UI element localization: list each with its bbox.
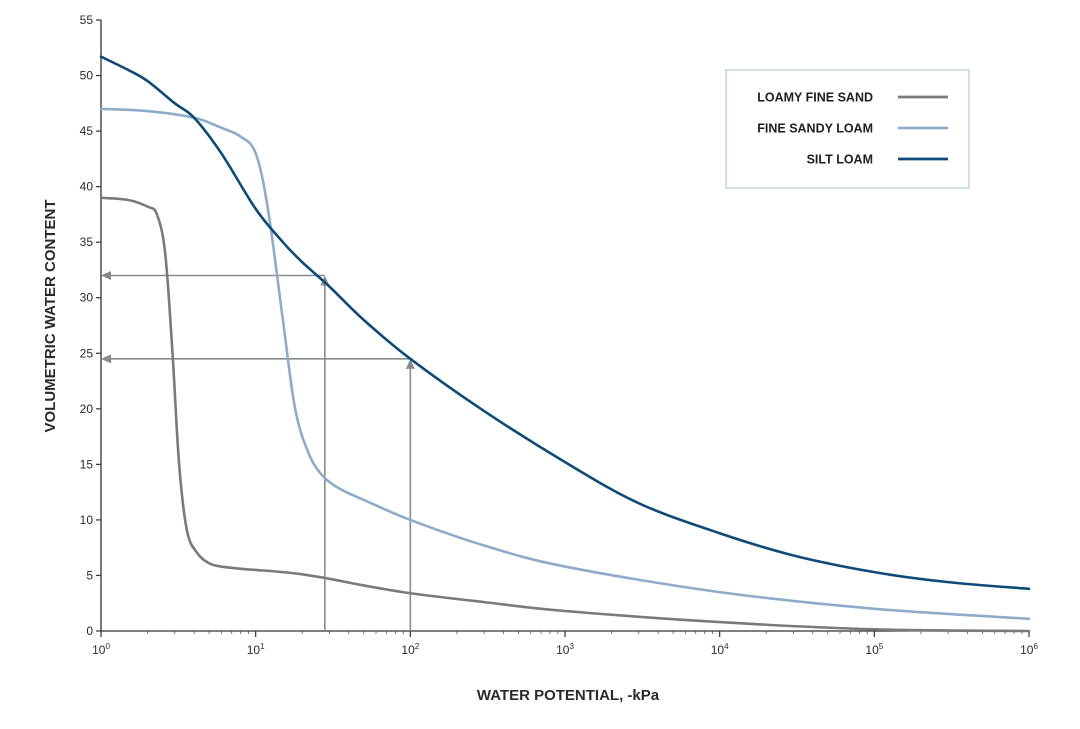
- y-axis-title: VOLUMETRIC WATER CONTENT: [42, 199, 59, 432]
- legend-items: LOAMY FINE SAND FINE SANDY LOAM SILT LOAM: [757, 91, 948, 167]
- series-line-fine-sandy-loam: [99, 107, 1031, 621]
- x-tick-label: 106: [1020, 642, 1038, 657]
- x-tick-label: 103: [556, 642, 574, 657]
- legend-label: FINE SANDY LOAM: [757, 122, 873, 136]
- x-tick-label: 100: [92, 642, 110, 657]
- y-tick-label: 35: [80, 235, 94, 249]
- y-tick-label: 5: [86, 568, 93, 582]
- y-ticks: 0 5 10 15 20 25 30 35 40 45 50 55: [80, 13, 101, 638]
- y-tick-label: 40: [80, 180, 94, 194]
- x-tick-label: 102: [401, 642, 419, 657]
- arrowhead: [101, 271, 111, 281]
- x-tick-label: 101: [247, 642, 265, 657]
- y-tick-label: 45: [80, 124, 94, 138]
- x-ticks: 100 101 102 103 104 105 106: [92, 631, 1038, 657]
- y-tick-label: 20: [80, 402, 94, 416]
- legend: LOAMY FINE SAND FINE SANDY LOAM SILT LOAM: [725, 69, 970, 189]
- x-tick-label: 104: [711, 642, 729, 657]
- y-tick-label: 0: [86, 624, 93, 638]
- annotation-arrows: [101, 271, 415, 631]
- legend-label: LOAMY FINE SAND: [757, 91, 873, 105]
- x-tick-label: 105: [865, 642, 883, 657]
- legend-label: SILT LOAM: [807, 153, 873, 167]
- arrowhead: [101, 354, 111, 364]
- vertical-arrow: [405, 358, 415, 631]
- y-tick-label: 25: [80, 346, 94, 360]
- y-tick-label: 55: [80, 13, 94, 27]
- series-line-silt-loam: [99, 55, 1031, 591]
- arrowhead: [405, 358, 415, 369]
- horizontal-arrow: [101, 271, 325, 281]
- series-line-loamy-fine-sand: [99, 196, 1031, 633]
- x-axis-title: WATER POTENTIAL, -kPa: [477, 687, 660, 704]
- y-tick-label: 15: [80, 457, 94, 471]
- horizontal-arrow: [101, 354, 411, 364]
- y-tick-label: 30: [80, 291, 94, 305]
- y-tick-label: 50: [80, 69, 94, 83]
- series-lines: [99, 55, 1031, 633]
- y-tick-label: 10: [80, 513, 94, 527]
